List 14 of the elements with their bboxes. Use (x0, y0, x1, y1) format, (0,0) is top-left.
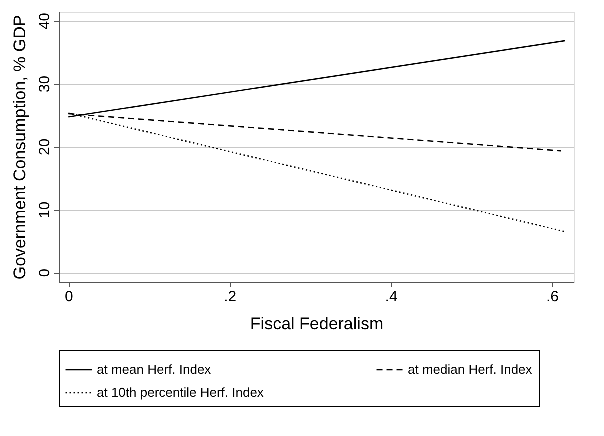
y-tick-label: 20 (36, 138, 54, 156)
legend-label: at 10th percentile Herf. Index (97, 385, 264, 400)
x-tick-label: 0 (65, 288, 74, 306)
x-tick-label: .2 (224, 288, 237, 306)
y-tick-label: 40 (36, 12, 54, 30)
y-tick-label: 0 (36, 268, 54, 278)
y-axis-title: Government Consumption, % GDP (10, 15, 30, 280)
x-tick-label: .4 (385, 288, 398, 306)
x-tick-label: .6 (546, 288, 559, 306)
legend-label: at mean Herf. Index (97, 362, 212, 377)
y-tick-label: 10 (36, 202, 54, 218)
legend-label: at median Herf. Index (408, 362, 533, 377)
y-tick-label: 30 (36, 76, 54, 93)
x-axis-title: Fiscal Federalism (250, 314, 384, 334)
